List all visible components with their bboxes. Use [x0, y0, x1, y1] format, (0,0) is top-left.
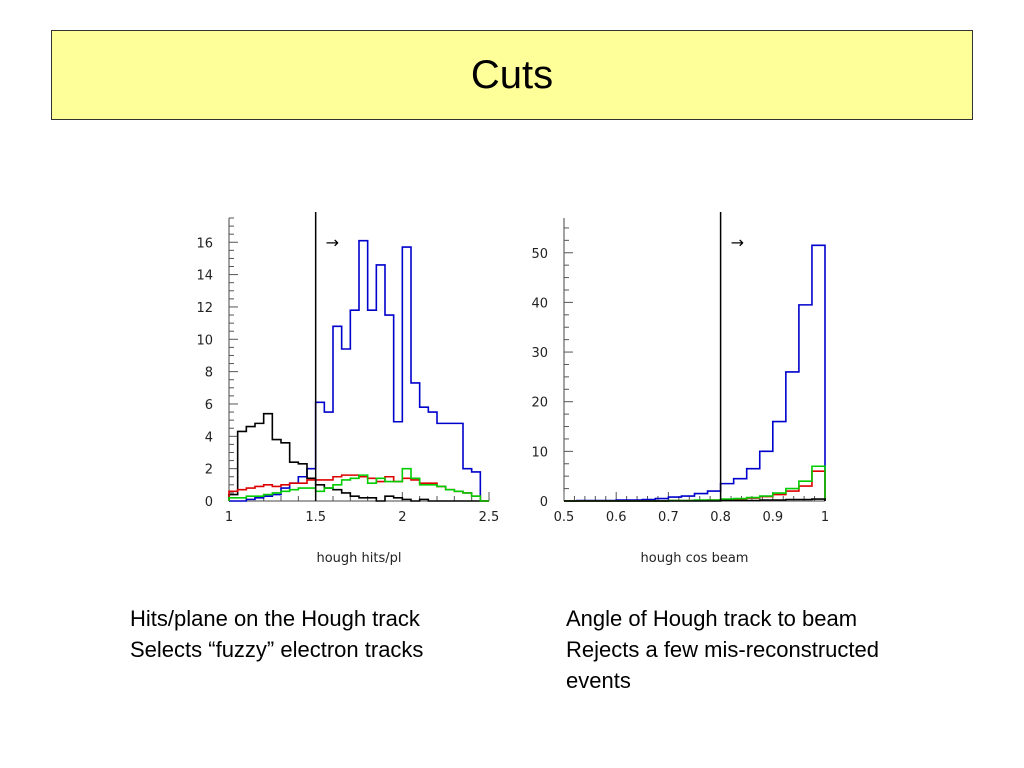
hits-y-tick-label: 4	[205, 430, 213, 445]
cosbeam-x-tick-label: 0.9	[762, 510, 783, 525]
hits-x-tick-label: 1.5	[305, 510, 326, 525]
caption-left-line-1: Hits/plane on the Hough track	[130, 606, 420, 631]
cosbeam-x-tick-label: 0.8	[710, 510, 731, 525]
hits-y-tick-label: 14	[196, 269, 213, 284]
hits-y-tick-label: 16	[196, 236, 213, 251]
cosbeam-y-tick-label: 20	[531, 396, 548, 411]
hits-y-tick-label: 8	[205, 366, 213, 381]
caption-right-line-2: Rejects a few mis-reconstructed	[566, 637, 879, 662]
hits-y-tick-label: 2	[205, 463, 213, 478]
caption-left: Hits/plane on the Hough track Selects “f…	[130, 603, 423, 665]
cosbeam-x-tick-label: 0.6	[606, 510, 627, 525]
cosbeam-y-tick-label: 10	[531, 445, 548, 460]
cosbeam-y-tick-label: 40	[531, 296, 548, 311]
hits-y-tick-label: 12	[196, 301, 213, 316]
slide-title-box: Cuts	[51, 30, 973, 120]
hits-cut-arrow-icon: →	[326, 233, 339, 252]
hits-x-tick-label: 2.5	[479, 510, 500, 525]
hits-y-tick-label: 6	[205, 398, 213, 413]
hits-y-tick-label: 10	[196, 333, 213, 348]
cosbeam-series-0	[564, 244, 826, 502]
cosbeam-x-axis-title: hough cos beam	[641, 551, 749, 566]
caption-right: Angle of Hough track to beam Rejects a f…	[566, 603, 879, 696]
caption-right-line-3: events	[566, 668, 631, 693]
cosbeam-x-tick-label: 0.7	[658, 510, 679, 525]
cosbeam-y-tick-label: 50	[531, 247, 548, 262]
hits-x-tick-label: 1	[225, 510, 233, 525]
hits-histogram: 0 2 4 6 8 10 12 14 16 1 1.5 2 2.5 hough hits/pl →	[196, 212, 499, 566]
cosbeam-y-tick-label: 30	[531, 346, 548, 361]
hits-series-0	[229, 239, 489, 502]
caption-left-line-2: Selects “fuzzy” electron tracks	[130, 637, 424, 662]
slide-title: Cuts	[470, 52, 554, 97]
cosbeam-histogram: 0 10 20 30 40 50 0.5 0.6 0.7 0.8 0.9 1 hough cos bea…	[531, 212, 829, 566]
hits-y-tick-label: 0	[205, 495, 213, 510]
caption-right-line-1: Angle of Hough track to beam	[566, 606, 858, 631]
hits-x-tick-label: 2	[398, 510, 406, 525]
hits-series-3	[228, 467, 489, 502]
cosbeam-x-tick-label: 0.5	[554, 510, 575, 525]
cosbeam-y-tick-label: 0	[540, 495, 548, 510]
hits-series-1	[228, 412, 489, 502]
cosbeam-cut-arrow-icon: →	[731, 233, 744, 252]
cosbeam-x-tick-label: 1	[821, 510, 829, 525]
hits-x-axis-title: hough hits/pl	[316, 551, 401, 566]
